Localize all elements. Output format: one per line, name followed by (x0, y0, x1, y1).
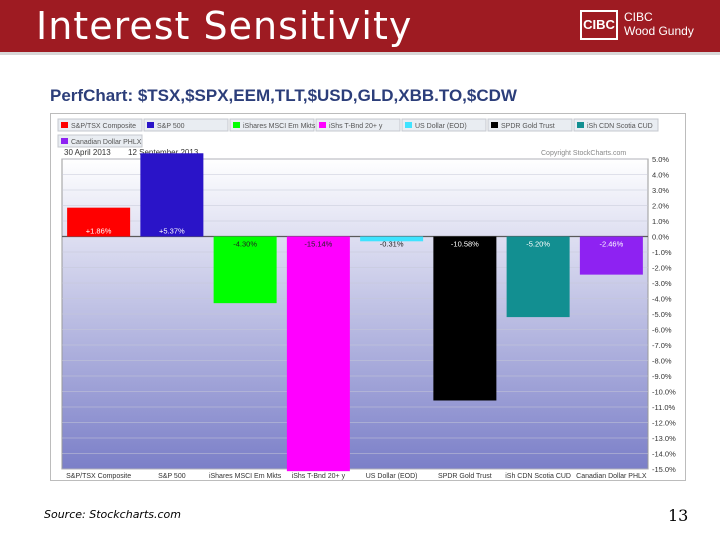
legend-label: iShares MSCI Em Mkts (243, 123, 316, 130)
y-tick-label: -4.0% (652, 295, 672, 304)
legend-label: iShs T-Bnd 20+ y (329, 123, 383, 130)
y-tick-label: -5.0% (652, 310, 672, 319)
logo-line1: CIBC (624, 10, 653, 24)
data-label: -2.46% (599, 240, 623, 249)
y-tick-label: -12.0% (652, 419, 676, 428)
chart-title: PerfChart: $TSX,$SPX,EEM,TLT,$USD,GLD,XB… (50, 86, 517, 105)
legend-label: Canadian Dollar PHLX (71, 139, 142, 146)
x-tick-label: iShs T-Bnd 20+ y (292, 473, 346, 480)
x-tick-label: iSh CDN Scotia CUD (505, 473, 571, 480)
y-tick-label: -2.0% (652, 264, 672, 273)
header-divider (0, 52, 720, 55)
y-tick-label: -1.0% (652, 248, 672, 257)
x-tick-label: iShares MSCI Em Mkts (209, 473, 282, 480)
legend-label: SPDR Gold Trust (501, 123, 555, 130)
legend-item (573, 118, 659, 132)
source-note: Source: Stockcharts.com (44, 508, 181, 521)
date-end: 12 September 2013 (128, 148, 199, 157)
data-label: -15.14% (304, 240, 332, 249)
legend-label: S&P 500 (157, 123, 185, 130)
bar (286, 236, 350, 472)
logo-line2: Wood Gundy (624, 24, 694, 38)
date-start: 30 April 2013 (64, 148, 111, 157)
bar (506, 236, 570, 318)
y-tick-label: 5.0% (652, 155, 669, 164)
legend-item (229, 118, 315, 132)
y-tick-label: -15.0% (652, 465, 676, 474)
legend-item (57, 134, 143, 148)
legend-swatch (147, 122, 154, 128)
legend-label: S&P/TSX Composite (71, 123, 136, 130)
y-tick-label: 4.0% (652, 171, 669, 180)
slide-title: Interest Sensitivity (36, 4, 413, 48)
legend-swatch (319, 122, 326, 128)
cibc-logo-text: CIBC Wood Gundy (624, 10, 714, 38)
perf-chart: S&P/TSX Composite S&P 500 iShares MSCI Em … (50, 113, 686, 481)
slide-header (0, 0, 720, 52)
legend-swatch (577, 122, 584, 128)
y-tick-label: -10.0% (652, 388, 676, 397)
legend-item (487, 118, 573, 132)
x-tick-label: Canadian Dollar PHLX (576, 473, 647, 480)
y-tick-label: -13.0% (652, 434, 676, 443)
bar (579, 236, 643, 275)
data-label: -10.58% (451, 240, 479, 249)
data-label: -0.31% (380, 240, 404, 249)
y-tick-label: -3.0% (652, 279, 672, 288)
x-tick-label: S&P 500 (158, 473, 186, 480)
legend-swatch (61, 122, 68, 128)
cibc-logo-mark: CIBC (580, 10, 618, 40)
legend-item (315, 118, 401, 132)
y-tick-label: -7.0% (652, 341, 672, 350)
page-number: 13 (668, 506, 689, 525)
cibc-logo: CIBC CIBC Wood Gundy (580, 10, 712, 42)
legend-item (143, 118, 229, 132)
bar (67, 207, 131, 237)
y-tick-label: 3.0% (652, 186, 669, 195)
y-tick-label: 2.0% (652, 202, 669, 211)
bar (360, 236, 424, 242)
y-tick-label: 0.0% (652, 233, 669, 242)
copyright-text: Copyright StockCharts.com (541, 150, 626, 157)
bar (140, 153, 204, 237)
x-tick-label: US Dollar (EOD) (366, 473, 418, 480)
x-tick-label: SPDR Gold Trust (438, 473, 492, 480)
y-tick-label: -8.0% (652, 357, 672, 366)
y-tick-label: -14.0% (652, 450, 676, 459)
data-label: -5.20% (526, 240, 550, 249)
y-tick-label: -11.0% (652, 403, 676, 412)
legend-label: US Dollar (EOD) (415, 123, 467, 130)
legend-item (401, 118, 487, 132)
legend-swatch (491, 122, 498, 128)
bar (433, 236, 497, 401)
data-label: +1.86% (86, 227, 112, 236)
y-tick-label: -6.0% (652, 326, 672, 335)
legend-swatch (405, 122, 412, 128)
data-label: +5.37% (159, 227, 185, 236)
y-tick-label: -9.0% (652, 372, 672, 381)
data-label: -4.30% (233, 240, 257, 249)
legend-swatch (233, 122, 240, 128)
bar (213, 236, 277, 304)
y-tick-label: 1.0% (652, 217, 669, 226)
x-tick-label: S&P/TSX Composite (66, 473, 131, 480)
legend-label: iSh CDN Scotia CUD (587, 123, 653, 130)
legend-swatch (61, 138, 68, 144)
legend-item (57, 118, 143, 132)
